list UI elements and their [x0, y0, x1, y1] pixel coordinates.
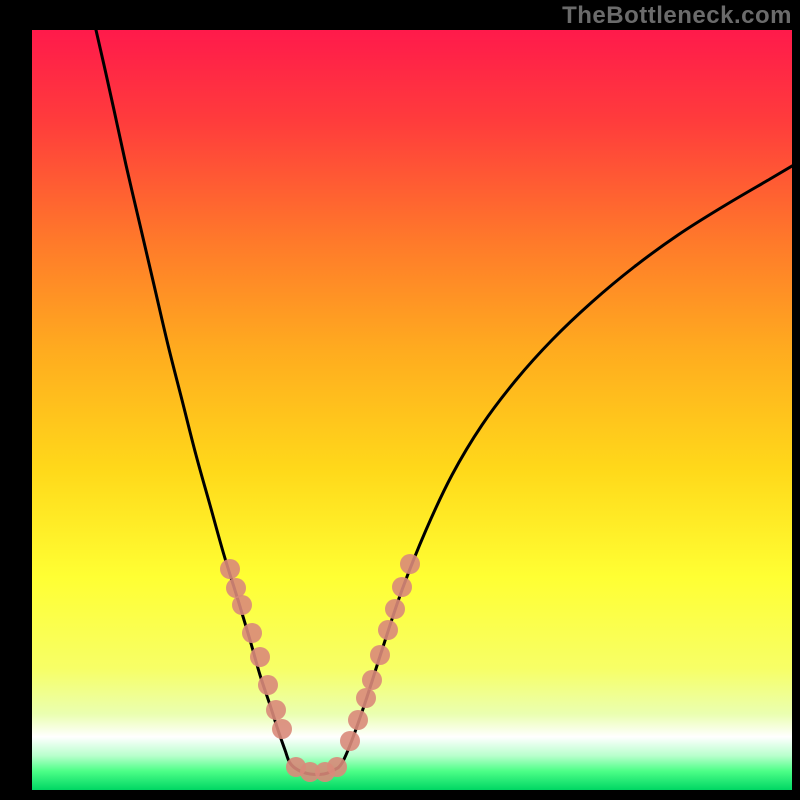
curve-marker-right	[370, 645, 390, 665]
chart-frame: TheBottleneck.com	[0, 0, 800, 800]
watermark-text: TheBottleneck.com	[562, 2, 792, 30]
curve-marker-right	[348, 710, 368, 730]
curve-marker-right	[356, 688, 376, 708]
curve-marker-left	[232, 595, 252, 615]
curve-marker-left	[220, 559, 240, 579]
curve-marker-left	[242, 623, 262, 643]
curve-marker-right	[392, 577, 412, 597]
plot-area	[32, 30, 792, 790]
curve-marker-right	[378, 620, 398, 640]
curve-marker-left	[258, 675, 278, 695]
curve-marker-left	[226, 578, 246, 598]
curve-marker-right	[362, 670, 382, 690]
curve-marker-valley	[327, 757, 347, 777]
curve-marker-left	[250, 647, 270, 667]
curve-marker-left	[272, 719, 292, 739]
curve-marker-left	[266, 700, 286, 720]
curve-marker-right	[400, 554, 420, 574]
curve-marker-right	[340, 731, 360, 751]
curve-layer	[32, 30, 792, 790]
bottleneck-curve	[96, 30, 792, 775]
curve-marker-right	[385, 599, 405, 619]
